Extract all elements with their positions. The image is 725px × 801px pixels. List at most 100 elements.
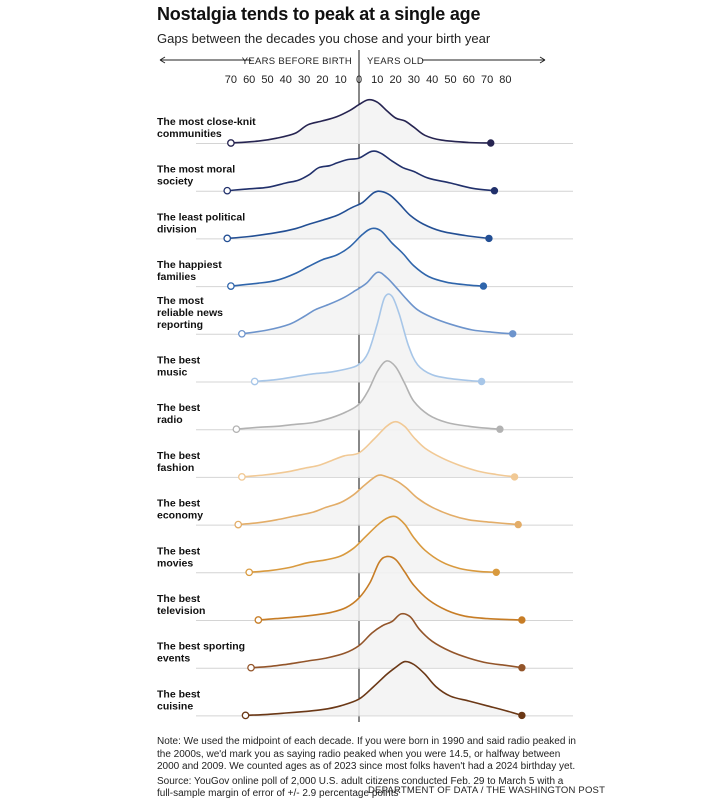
x-tick-label: 40 <box>280 74 292 86</box>
density-area <box>241 272 513 334</box>
end-marker <box>518 711 526 720</box>
row-label: reporting <box>157 319 203 331</box>
end-marker <box>509 330 517 338</box>
start-marker <box>254 616 263 624</box>
row-label: The best <box>157 545 201 557</box>
density-area <box>245 661 522 716</box>
density-area <box>227 191 489 239</box>
density-line <box>227 190 490 240</box>
density-line <box>258 555 522 621</box>
row-label: The best <box>157 593 201 605</box>
density-line <box>241 420 515 478</box>
start-marker <box>238 329 246 338</box>
right-arrow-icon <box>539 56 546 64</box>
x-tick-label: 30 <box>408 74 420 86</box>
density-area <box>238 475 519 525</box>
credit-text: DEPARTMENT OF DATA / THE WASHINGTON POST <box>368 785 606 796</box>
start-marker <box>247 663 255 672</box>
density-line <box>254 293 482 383</box>
density-line <box>236 360 500 430</box>
row-label: families <box>157 271 196 283</box>
end-marker <box>496 425 504 433</box>
end-marker <box>510 473 519 481</box>
x-tick-label: 20 <box>316 74 328 86</box>
row-label: society <box>157 176 193 188</box>
density-line <box>230 98 491 144</box>
start-marker <box>241 711 250 720</box>
start-marker <box>245 568 254 577</box>
row-label: The best <box>157 450 201 462</box>
end-marker <box>492 568 500 576</box>
start-marker <box>250 377 259 386</box>
chart-notes: Note: We used the midpoint of each decad… <box>157 736 577 801</box>
density-area <box>227 151 495 191</box>
row-label: radio <box>157 414 183 426</box>
density-line <box>245 660 523 717</box>
x-tick-label: 40 <box>426 74 438 86</box>
start-marker <box>238 473 246 481</box>
row-label: The most close-knit <box>157 116 256 128</box>
end-marker <box>514 520 522 529</box>
source-text: Source: YouGov online poll of 2,000 U.S.… <box>157 775 564 800</box>
density-area <box>241 421 515 477</box>
start-marker <box>223 234 232 243</box>
row-label: division <box>157 223 197 235</box>
x-tick-label: 60 <box>463 74 475 86</box>
start-marker <box>234 520 243 529</box>
row-label: reliable news <box>157 307 223 319</box>
x-tick-label: 70 <box>225 74 237 86</box>
chart-title: Nostalgia tends to peak at a single age <box>157 4 481 24</box>
end-marker <box>518 664 526 672</box>
density-area <box>254 294 482 382</box>
start-marker <box>227 139 235 147</box>
row-label: music <box>157 367 188 379</box>
row-label: The best <box>157 355 201 367</box>
density-line <box>227 150 495 192</box>
left-arrow-icon <box>159 56 166 64</box>
density-line <box>249 515 497 574</box>
density-area <box>230 99 491 143</box>
row-label: The best <box>157 688 201 700</box>
density-line <box>241 271 513 335</box>
row-label: communities <box>157 128 222 140</box>
x-tick-label: 30 <box>298 74 310 86</box>
years-old-label: YEARS OLD <box>367 56 424 67</box>
row-label: The most <box>157 295 204 307</box>
density-line <box>238 474 519 526</box>
end-marker <box>479 282 488 290</box>
ridgeline-chart: YEARS BEFORE BIRTH YEARS OLD 70 60 50 40 30 2… <box>157 50 573 722</box>
row-label: The best sporting <box>157 641 245 653</box>
row-label: cuisine <box>157 700 193 712</box>
row-label: events <box>157 653 190 665</box>
x-tick-label: 50 <box>444 74 456 86</box>
x-tick-label: 80 <box>499 74 511 86</box>
density-line <box>230 227 484 287</box>
note-text: Note: We used the midpoint of each decad… <box>157 736 576 772</box>
row-label: fashion <box>157 462 194 474</box>
density-line <box>250 612 523 669</box>
row-label: The best <box>157 402 201 414</box>
x-tick-label: 70 <box>481 74 493 86</box>
row-label: The best <box>157 498 201 510</box>
years-before-birth-label: YEARS BEFORE BIRTH <box>242 56 352 67</box>
end-marker <box>485 234 493 243</box>
row-label: The happiest <box>157 259 222 271</box>
row-label: The most moral <box>157 164 235 176</box>
density-area <box>236 360 500 430</box>
end-marker <box>518 616 526 624</box>
x-tick-label: 10 <box>335 74 347 86</box>
x-tick-label: 10 <box>371 74 383 86</box>
tick-labels: 7060504030201001020304050607080 <box>225 74 512 86</box>
x-axis: YEARS BEFORE BIRTH YEARS OLD 70 60 50 40 30 2… <box>159 53 546 86</box>
density-area <box>258 556 522 620</box>
